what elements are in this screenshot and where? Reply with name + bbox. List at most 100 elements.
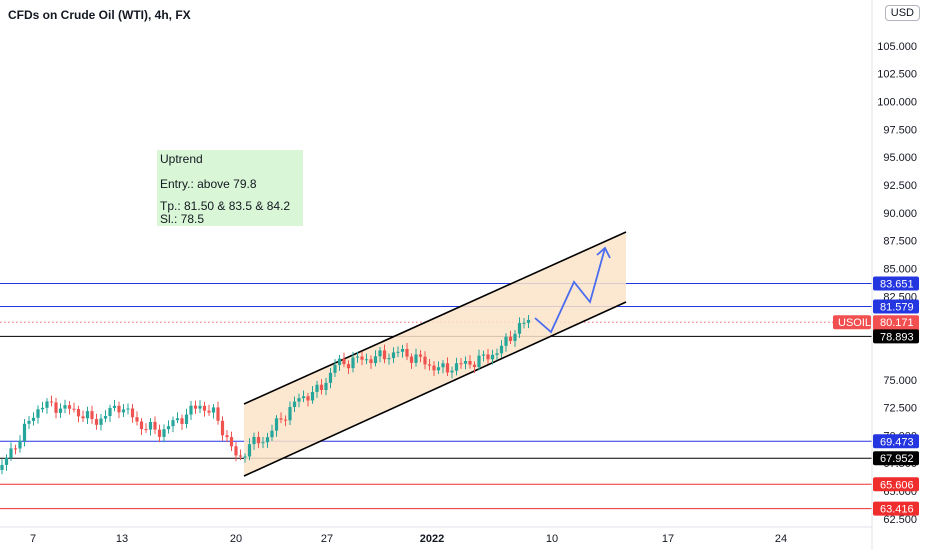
candle-body [4,457,9,465]
candle-body [382,350,387,360]
candle-body [436,367,441,371]
candle-body [463,361,468,364]
candle-body [342,358,346,365]
symbol-tag-label: USOIL [838,317,871,329]
candle-body [423,356,427,365]
candle-body [450,370,454,373]
price-tag [873,434,919,449]
candle-body [333,364,337,373]
time-tick-label: 24 [775,533,787,545]
price-tick-label: 95.000 [883,152,917,164]
price-tag-label: 63.416 [880,504,914,516]
time-tick-label: 10 [546,533,558,545]
candle-body [99,418,103,425]
candle-body [135,417,139,422]
channel-upper-line[interactable] [243,231,627,405]
candle-body [396,351,400,353]
candle-body [495,353,499,355]
candle-body [103,416,108,419]
candle-body [378,350,382,357]
candle-body [360,356,364,360]
candle-body [126,408,130,410]
candle-body [400,348,405,352]
candle-body [76,409,81,417]
price-tag-label: 78.893 [880,331,914,343]
candle-body [486,354,490,360]
candle-body [243,456,247,458]
candle-body [414,354,418,363]
candle-body [180,418,184,424]
candle-body [229,437,234,447]
candle-body [418,354,423,357]
candle-body [427,364,432,366]
candle-body [13,448,18,450]
candle-body [409,356,414,363]
note-line-4: Sl.: 78.5 [160,212,205,226]
currency-button[interactable]: USD [884,5,920,21]
price-tick-label: 87.500 [883,236,917,248]
candle-body [355,356,360,358]
candle-body [85,411,90,419]
candle-body [270,430,274,438]
candle-body [63,405,67,409]
price-tag [873,477,919,492]
candle-body [517,323,522,334]
candle-body [315,384,319,392]
candle-body [81,416,85,419]
candle-body [220,420,225,436]
candle-body [67,405,72,409]
candle-body [369,359,373,364]
price-tags: 83.65181.57980.17105:03USOIL78.89369.473… [833,276,919,516]
candle-body [283,419,288,421]
price-tick-label: 100.000 [877,97,917,109]
candle-body [391,352,396,359]
price-tag [873,329,919,344]
candle-body [49,401,54,403]
candle-body [364,359,369,361]
candle-body [373,356,378,364]
candle-body [297,398,301,402]
time-tick-label: 27 [321,533,333,545]
candle-body [216,407,220,421]
trend-channel[interactable] [244,232,626,476]
candle-body [225,435,229,438]
note-line-2: Entry.: above 79.8 [160,177,257,191]
candle-body [22,423,27,441]
candle-body [207,410,211,413]
channel-lower-line[interactable] [243,301,627,477]
candle-body [265,437,270,443]
candle-body [351,357,355,369]
candle-body [198,405,202,409]
candle-body [94,419,99,425]
candle-body [405,348,409,357]
time-tick-label: 20 [230,533,242,545]
candle-body [238,455,243,457]
candle-body [130,408,135,418]
price-tag-label: 67.952 [880,453,914,465]
price-tick-label: 72.500 [883,403,917,415]
forecast-path[interactable] [534,247,606,334]
candle-body [288,407,292,421]
candle-body [441,363,445,368]
time-tick-label: 13 [116,533,128,545]
time-tick-label: 17 [662,533,674,545]
candle-body [256,436,261,444]
candle-body [112,405,117,408]
price-tag [873,276,919,291]
trade-note[interactable]: Uptrend Entry.: above 79.8 Tp.: 81.50 & … [157,150,303,226]
forecast-arrowhead [596,246,611,259]
candle-body [279,418,283,420]
price-tick-label: 97.500 [883,124,917,136]
candle-body [504,336,508,346]
candle-body [445,363,450,373]
candle-body [175,418,180,421]
price-tag-label: 69.473 [880,436,914,448]
candle-body [90,411,94,420]
candle-body [166,426,171,430]
candle-body [292,401,297,408]
candle-body [481,354,486,356]
candle-body [18,440,22,449]
candle-body [459,363,463,365]
